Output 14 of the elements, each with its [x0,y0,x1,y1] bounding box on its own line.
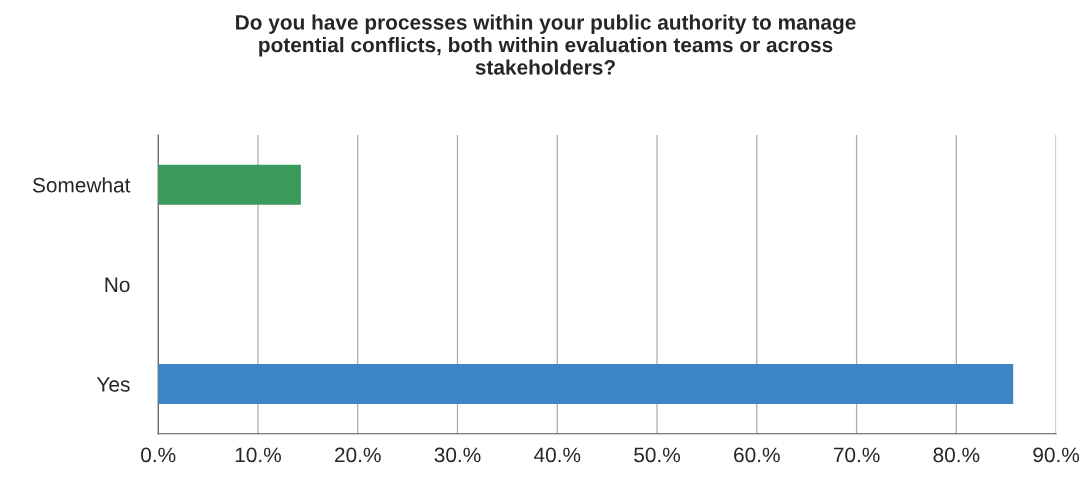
chart-title: Do you have processes within your public authority to manage potential conflicts, both within evaluation teams or across stakeholders? [236,14,856,75]
x-tick-label: 60.% [734,447,780,463]
y-tick-label: No [105,277,130,293]
x-tick-label: 0.% [141,447,176,463]
x-tick-label: 40.% [534,447,581,463]
y-tick-label: Somewhat [32,177,131,193]
x-tick-label: 80.% [933,447,980,463]
x-tick-label: 90.% [1033,447,1080,463]
x-tick-label: 10.% [235,447,281,463]
y-tick-label: Yes [96,377,130,392]
x-tick-label: 50.% [634,447,681,463]
x-tick-label: 70.% [833,447,880,463]
x-tick-label: 20.% [335,447,381,463]
x-tick-label: 30.% [434,447,481,463]
